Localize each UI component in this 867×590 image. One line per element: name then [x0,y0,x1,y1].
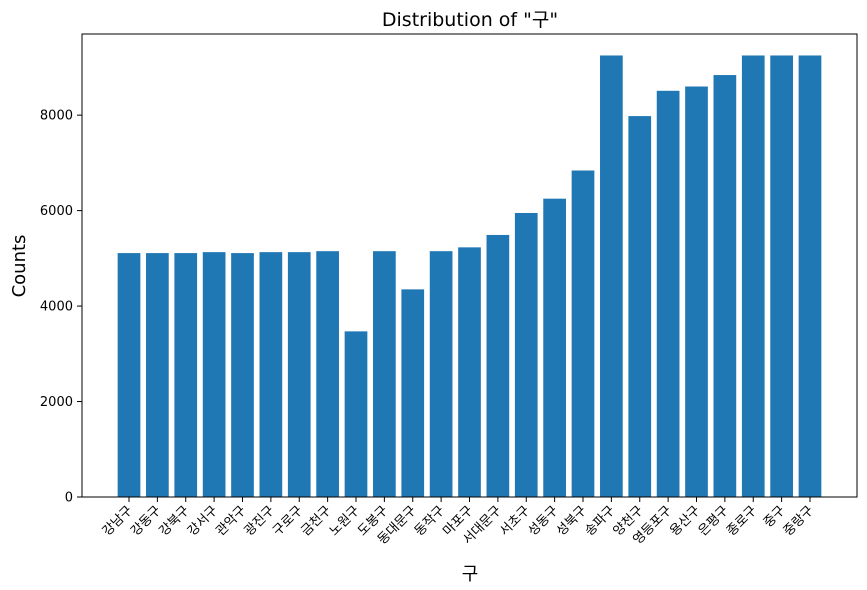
y-tick-label-3: 6000 [40,204,73,219]
bar-6 [287,252,311,497]
bar-4 [231,253,254,497]
bar-13 [486,234,510,497]
bar-0 [117,253,141,497]
x-tick-label-3: 강서구 [185,503,221,539]
x-tick-label-20: 용산구 [667,503,703,539]
bar-15 [543,198,566,497]
x-tick-label-7: 금천구 [298,503,334,539]
bar-12 [458,247,481,497]
bar-2 [174,253,198,497]
y-tick-label-2: 4000 [40,300,73,315]
bar-16 [571,170,595,497]
bar-19 [656,90,680,498]
bar-5 [259,252,283,497]
bars-group [117,55,822,498]
bar-10 [401,289,425,497]
x-tick-label-11: 동작구 [412,503,448,539]
x-tick-label-16: 성북구 [554,503,590,539]
x-tick-label-6: 구로구 [270,503,306,539]
bar-1 [146,253,169,497]
bar-24 [798,55,822,497]
bar-23 [770,55,793,497]
bar-7 [316,251,339,497]
bar-8 [344,331,368,497]
bar-20 [685,86,708,497]
chart-title: Distribution of "구" [382,9,558,31]
bar-18 [628,116,652,497]
y-axis-ticks: 0 2000 4000 6000 8000 [40,109,82,506]
x-axis-ticks: 강남구강동구강북구강서구관악구광진구구로구금천구노원구도봉구동대문구동작구마포구… [100,497,817,548]
x-tick-label-1: 강동구 [128,503,164,539]
x-tick-label-14: 서초구 [497,503,533,539]
x-tick-label-4: 관악구 [213,503,249,539]
bar-3 [202,252,226,497]
bar-11 [429,251,453,497]
x-axis-label: 구 [462,564,479,585]
bar-14 [514,212,538,498]
x-tick-label-2: 강북구 [157,503,193,539]
y-tick-label-4: 8000 [40,109,73,124]
x-tick-label-5: 광진구 [242,503,278,539]
bar-22 [741,55,765,497]
x-tick-label-17: 송파구 [582,503,618,539]
x-tick-label-0: 강남구 [100,503,136,539]
plot-frame [81,33,858,498]
bar-17 [600,55,623,497]
y-axis-label: Counts [9,235,30,298]
x-tick-label-15: 성동구 [525,503,561,539]
bar-9 [373,251,396,497]
y-tick-label-0: 0 [65,491,73,506]
x-tick-label-22: 종로구 [724,503,760,539]
x-tick-label-24: 중랑구 [781,503,817,539]
x-tick-label-21: 은평구 [696,503,732,539]
y-tick-label-1: 2000 [40,395,73,410]
x-tick-label-8: 노원구 [327,503,363,539]
bar-21 [713,75,737,498]
